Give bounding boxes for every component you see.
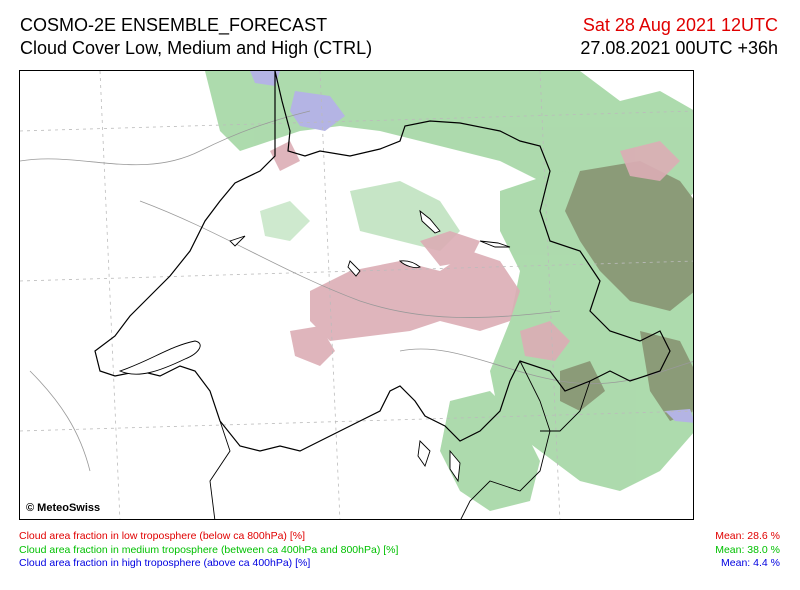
model-title: COSMO-2E ENSEMBLE_FORECAST <box>20 15 328 35</box>
run-time: 27.08.2021 00UTC +36h <box>580 38 778 58</box>
cloud-cover-map <box>20 71 693 519</box>
high-cloud-field <box>250 71 693 423</box>
title-block: COSMO-2E ENSEMBLE_FORECAST Cloud Cover L… <box>20 14 372 60</box>
legend: Cloud area fraction in low troposphere (… <box>19 530 398 571</box>
low-cloud-field <box>270 141 680 366</box>
river-lines <box>20 110 693 472</box>
time-block: Sat 28 Aug 2021 12UTC 27.08.2021 00UTC +… <box>580 14 778 60</box>
mean-values: Mean: 28.6 % Mean: 38.0 % Mean: 4.4 % <box>715 530 780 571</box>
country-border <box>94 71 671 452</box>
forecast-map: © MeteoSwiss <box>19 70 694 520</box>
lakes <box>118 209 511 483</box>
legend-high: Cloud area fraction in high troposphere … <box>19 557 311 569</box>
valid-time: Sat 28 Aug 2021 12UTC <box>582 15 778 35</box>
legend-low: Cloud area fraction in low troposphere (… <box>19 530 305 542</box>
regional-borders <box>209 360 591 519</box>
mean-high: Mean: 4.4 % <box>721 557 780 569</box>
mean-medium: Mean: 38.0 % <box>715 543 780 556</box>
legend-medium: Cloud area fraction in medium tropospher… <box>19 543 399 556</box>
copyright-label: © MeteoSwiss <box>26 502 101 514</box>
mean-low: Mean: 28.6 % <box>715 530 780 542</box>
product-subtitle: Cloud Cover Low, Medium and High (CTRL) <box>20 38 373 58</box>
mixed-cloud-field <box>560 161 693 421</box>
